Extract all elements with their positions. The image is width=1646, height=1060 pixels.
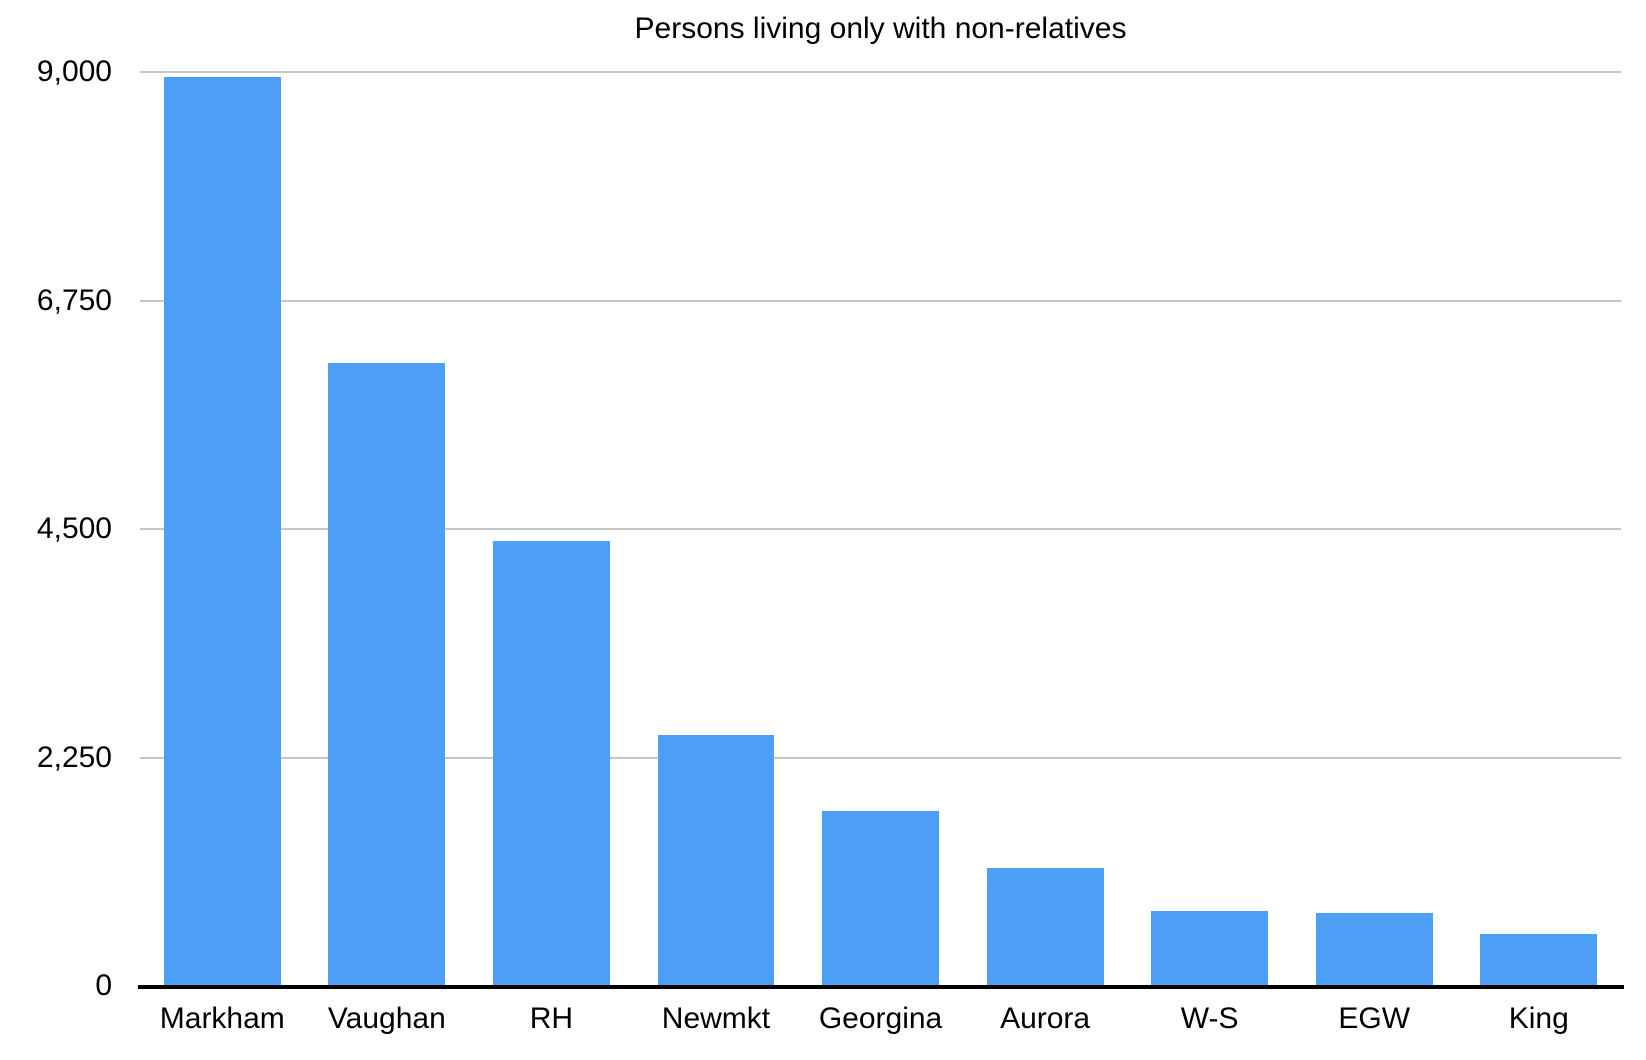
bar-slot: [634, 72, 799, 986]
bar-slot: [963, 72, 1128, 986]
x-tick-label: EGW: [1338, 1002, 1411, 1035]
plot-area: [140, 71, 1621, 986]
x-tick-label: Markham: [159, 1002, 285, 1035]
x-axis-line: [138, 985, 1624, 989]
gridline: [140, 71, 1621, 73]
gridline: [140, 528, 1621, 530]
bar-slot: [305, 72, 470, 986]
bar-aurora: [986, 868, 1104, 986]
gridline: [140, 756, 1621, 759]
y-tick-label: 6,750: [36, 283, 112, 317]
x-tick-label: Georgina: [818, 1002, 943, 1035]
bar-slot: [140, 72, 305, 986]
bars-row: [140, 72, 1621, 986]
bar-georgina: [822, 811, 939, 986]
chart-title: Persons living only with non-relatives: [634, 12, 1127, 45]
bar-slot: [469, 72, 634, 986]
bar-markham: [163, 77, 281, 986]
gridline: [140, 299, 1621, 302]
bar-w-s: [1151, 910, 1269, 986]
bar-vaughan: [328, 363, 446, 986]
x-axis-labels: Markham Vaughan RH Newmkt Georgina Aurora W-S E…: [140, 1002, 1621, 1036]
bar-slot: [798, 72, 963, 986]
x-tick-label: W-S: [1180, 1002, 1239, 1035]
bar-egw: [1315, 912, 1433, 986]
bar-king: [1480, 934, 1598, 986]
y-tick-label: 4,500: [36, 512, 112, 545]
y-tick-label: 2,250: [36, 740, 112, 774]
y-tick-label: 9,000: [36, 55, 112, 88]
y-tick-label: 0: [95, 969, 112, 1002]
bar-rh: [492, 541, 610, 986]
x-tick-label: Vaughan: [327, 1002, 446, 1035]
x-tick-label: Aurora: [1000, 1002, 1091, 1035]
bar-slot: [1457, 72, 1622, 986]
bar-newmkt: [657, 735, 775, 986]
x-tick-label: King: [1508, 1002, 1569, 1035]
x-tick-label: RH: [529, 1002, 574, 1035]
bar-slot: [1292, 72, 1457, 986]
bar-slot: [1127, 72, 1292, 986]
x-tick-label: Newmkt: [661, 1002, 771, 1035]
